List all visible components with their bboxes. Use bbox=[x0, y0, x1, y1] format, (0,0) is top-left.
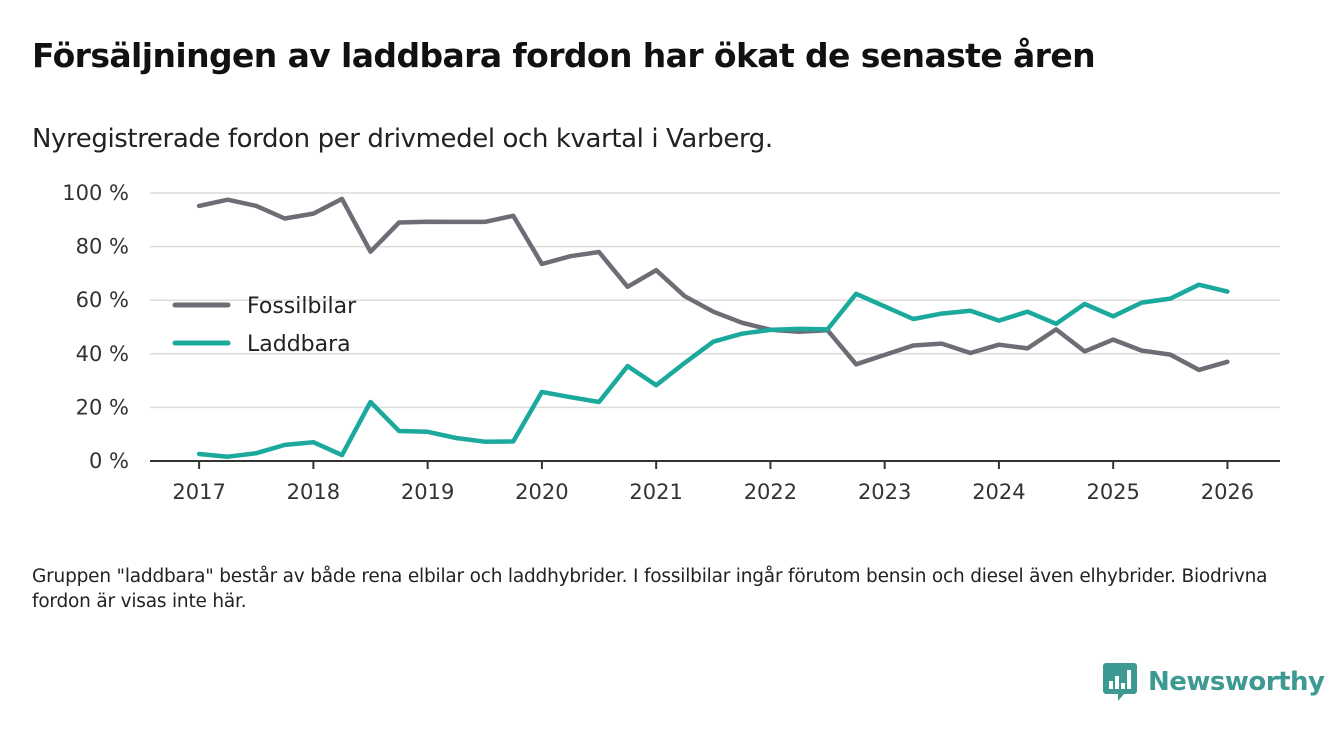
newsworthy-logo-icon bbox=[1103, 663, 1137, 701]
series-lines bbox=[196, 196, 1230, 459]
brand-name: Newsworthy bbox=[1148, 667, 1325, 697]
x-axis: 2017 2018 2019 2020 2021 2022 2023 2024 2025 2026 bbox=[150, 460, 1280, 504]
x-tick-label: 2020 bbox=[515, 480, 568, 504]
series-line-laddbara bbox=[196, 282, 1230, 459]
line-chart: 0 % 20 % 40 % 60 % 80 % 100 % 2017 2018 2019 202… bbox=[62, 181, 1280, 504]
chart-title: Försäljningen av laddbara fordon har öka… bbox=[32, 36, 1096, 75]
x-tick-label: 2017 bbox=[172, 480, 225, 504]
legend-label: Fossilbilar bbox=[247, 294, 357, 319]
y-tick-label: 80 % bbox=[76, 235, 129, 259]
x-tick-label: 2021 bbox=[629, 480, 682, 504]
x-tick-label: 2024 bbox=[972, 480, 1025, 504]
x-tick-label: 2025 bbox=[1086, 480, 1139, 504]
legend-label: Laddbara bbox=[247, 332, 351, 357]
x-tick-label: 2022 bbox=[744, 480, 797, 504]
y-tick-label: 0 % bbox=[89, 449, 129, 473]
x-tick-label: 2018 bbox=[287, 480, 340, 504]
y-axis: 0 % 20 % 40 % 60 % 80 % 100 % bbox=[62, 181, 129, 473]
x-tick-label: 2019 bbox=[401, 480, 454, 504]
y-tick-label: 20 % bbox=[76, 395, 129, 419]
y-tick-label: 60 % bbox=[76, 288, 129, 312]
brand-logo: Newsworthy bbox=[1102, 661, 1325, 703]
series-line-fossilbilar bbox=[196, 196, 1230, 373]
grid-lines bbox=[150, 192, 1280, 409]
legend: Fossilbilar Laddbara bbox=[172, 294, 357, 357]
x-tick-label: 2026 bbox=[1201, 480, 1254, 504]
x-tick-label: 2023 bbox=[858, 480, 911, 504]
y-tick-label: 100 % bbox=[62, 181, 129, 205]
chart-subtitle: Nyregistrerade fordon per drivmedel och … bbox=[32, 124, 773, 154]
y-tick-label: 40 % bbox=[76, 342, 129, 366]
footnote: Gruppen "laddbara" består av både rena e… bbox=[32, 566, 1268, 612]
